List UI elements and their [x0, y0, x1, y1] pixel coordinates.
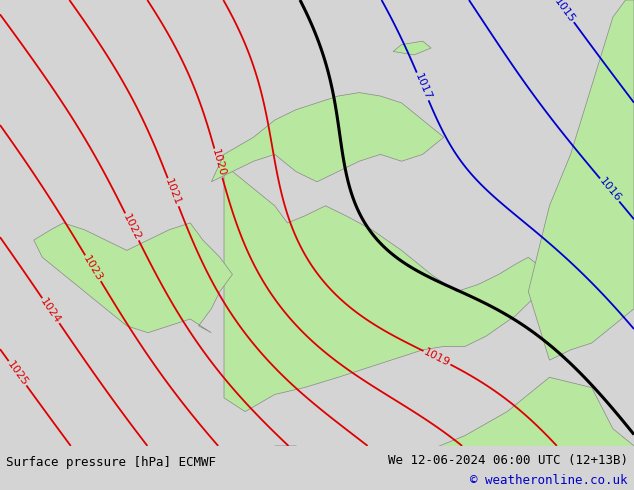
Text: We 12-06-2024 06:00 UTC (12+13B): We 12-06-2024 06:00 UTC (12+13B): [387, 454, 628, 466]
Text: 1016: 1016: [597, 176, 623, 204]
Text: 1022: 1022: [121, 212, 143, 242]
Polygon shape: [528, 0, 634, 360]
Polygon shape: [393, 41, 431, 55]
Text: 1025: 1025: [5, 359, 30, 388]
Text: 1020: 1020: [210, 148, 227, 178]
Polygon shape: [211, 93, 444, 182]
Text: 1024: 1024: [39, 296, 63, 325]
Text: Surface pressure [hPa] ECMWF: Surface pressure [hPa] ECMWF: [6, 456, 216, 469]
Text: © weatheronline.co.uk: © weatheronline.co.uk: [470, 474, 628, 487]
Text: 1019: 1019: [422, 347, 452, 368]
Polygon shape: [34, 223, 233, 333]
Polygon shape: [224, 154, 541, 412]
Text: 1021: 1021: [164, 177, 183, 207]
Polygon shape: [275, 377, 634, 490]
Text: 1023: 1023: [81, 254, 105, 283]
Text: 1017: 1017: [413, 72, 433, 101]
Text: 1015: 1015: [553, 0, 578, 24]
